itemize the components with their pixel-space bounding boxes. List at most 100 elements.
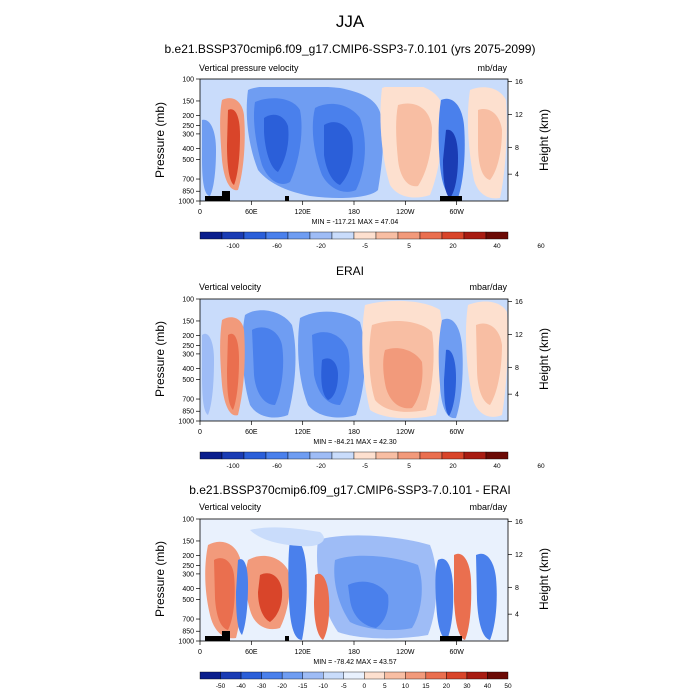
y-tick-label: 100 xyxy=(182,297,194,304)
colorbar-swatch xyxy=(221,231,245,240)
colorbar-swatch xyxy=(463,451,487,460)
panel-3-plot xyxy=(200,519,508,641)
x-tick-label: 60E xyxy=(245,209,258,216)
panel-2-plot xyxy=(200,299,508,421)
colorbar-swatch xyxy=(343,671,365,680)
panel-3-red-core-indian xyxy=(258,573,283,622)
panel-2-minmax: MIN = -84.21 MAX = 42.30 xyxy=(313,439,397,446)
x-tick-label: 120E xyxy=(294,429,311,436)
panel-3-blue-column-americas xyxy=(435,558,454,640)
x-tick-label: 180 xyxy=(348,649,360,656)
y-tick-label: 300 xyxy=(182,571,194,578)
y-right-tick-label: 4 xyxy=(515,172,519,179)
main-title: JJA xyxy=(335,12,365,31)
y-right-tick-label: 16 xyxy=(515,79,523,86)
colorbar-swatch xyxy=(446,671,468,680)
colorbar-swatch xyxy=(199,671,221,680)
panel-2-red-core-atlantic xyxy=(476,323,502,405)
colorbar-label: 20 xyxy=(449,463,457,470)
colorbar-label: -50 xyxy=(216,683,226,690)
y-tick-label: 1000 xyxy=(178,199,194,206)
x-tick-label: 120W xyxy=(396,429,415,436)
colorbar-swatch xyxy=(419,451,443,460)
y-tick-label: 1000 xyxy=(178,639,194,646)
y-tick-label: 400 xyxy=(182,146,194,153)
panel-1-blue-core-c xyxy=(324,122,353,185)
colorbar-swatch xyxy=(199,451,223,460)
colorbar-label: -60 xyxy=(272,463,282,470)
x-tick-label: 0 xyxy=(198,649,202,656)
y-tick-label: 700 xyxy=(182,617,194,624)
panel-2-red-core-africa xyxy=(227,333,239,410)
y-right-tick-label: 8 xyxy=(515,365,519,372)
colorbar-label: 40 xyxy=(484,683,492,690)
y-tick-label: 100 xyxy=(182,517,194,524)
colorbar-label: -100 xyxy=(226,243,239,250)
panel-1-red-core-africa xyxy=(227,109,240,185)
colorbar-label: -5 xyxy=(362,243,368,250)
colorbar-swatch xyxy=(261,671,283,680)
colorbar-label: 60 xyxy=(537,463,545,470)
panel-2-blue-column-left xyxy=(202,333,214,415)
y-right-tick-label: 16 xyxy=(515,299,523,306)
colorbar-label: -20 xyxy=(277,683,287,690)
y-tick-label: 400 xyxy=(182,586,194,593)
y-tick-label: 700 xyxy=(182,177,194,184)
y-tick-label: 500 xyxy=(182,377,194,384)
y-right-tick-label: 12 xyxy=(515,112,523,119)
colorbar-swatch xyxy=(302,671,324,680)
colorbar-label: 40 xyxy=(493,463,501,470)
colorbar-swatch xyxy=(364,671,385,680)
panel-3-red-column-west-pacific xyxy=(314,573,330,640)
y-tick-label: 200 xyxy=(182,333,194,340)
y-tick-label: 200 xyxy=(182,553,194,560)
colorbar-swatch xyxy=(485,231,509,240)
panel-2-blue-core-americas xyxy=(444,349,456,416)
colorbar-label: -20 xyxy=(316,463,326,470)
colorbar-swatch xyxy=(405,671,427,680)
y-tick-label: 150 xyxy=(182,98,194,105)
x-tick-label: 60W xyxy=(449,209,464,216)
y-right-tick-label: 12 xyxy=(515,552,523,559)
y-tick-label: 1000 xyxy=(178,419,194,426)
panel-2-red-deep-east-pacific xyxy=(383,348,423,409)
colorbar-swatch xyxy=(441,451,465,460)
panel-1-topography xyxy=(205,191,462,201)
colorbar-swatch xyxy=(287,231,311,240)
panel-3-blue-column-indian xyxy=(236,559,248,635)
colorbar-swatch xyxy=(353,451,377,460)
colorbar-swatch xyxy=(323,671,344,680)
panel-3-topography xyxy=(205,631,462,641)
x-tick-label: 120W xyxy=(396,209,415,216)
panel-3-blue-region-atlantic xyxy=(476,553,497,640)
colorbar-swatch xyxy=(240,671,262,680)
colorbar-layer: -100 -60 -20 -5 5 20 40 60-100 -60 -20 -5 5 20 40 60-5… xyxy=(199,231,545,690)
y-right-tick-label: 4 xyxy=(515,612,519,619)
panel-3-variable-label: Vertical velocity xyxy=(199,502,262,512)
panel-3-title: b.e21.BSSP370cmip6.f09_g17.CMIP6-SSP3-7.… xyxy=(189,483,511,497)
y-tick-label: 150 xyxy=(182,318,194,325)
colorbar-swatch xyxy=(485,451,509,460)
colorbar-label: -5 xyxy=(362,463,368,470)
panel-2-blue-core-indian xyxy=(252,327,284,405)
colorbar-swatch xyxy=(487,671,509,680)
y-tick-label: 200 xyxy=(182,113,194,120)
x-tick-label: 0 xyxy=(198,209,202,216)
panel-1-red-core-atlantic xyxy=(478,109,502,180)
colorbar-label: -60 xyxy=(272,243,282,250)
x-tick-label: 120E xyxy=(294,209,311,216)
y-tick-label: 850 xyxy=(182,189,194,196)
colorbar-swatch xyxy=(309,451,333,460)
y-tick-label: 850 xyxy=(182,409,194,416)
colorbar-label: 60 xyxy=(537,243,545,250)
panel-3-blue-band-top xyxy=(250,527,324,547)
colorbar-label: 5 xyxy=(407,463,411,470)
x-tick-label: 180 xyxy=(348,209,360,216)
colorbar-swatch xyxy=(384,671,406,680)
colorbar-swatch xyxy=(425,671,447,680)
y-tick-label: 300 xyxy=(182,131,194,138)
panel-3-minmax: MIN = -78.42 MAX = 43.57 xyxy=(313,659,397,666)
y-right-tick-label: 8 xyxy=(515,145,519,152)
colorbar-swatch xyxy=(419,231,443,240)
